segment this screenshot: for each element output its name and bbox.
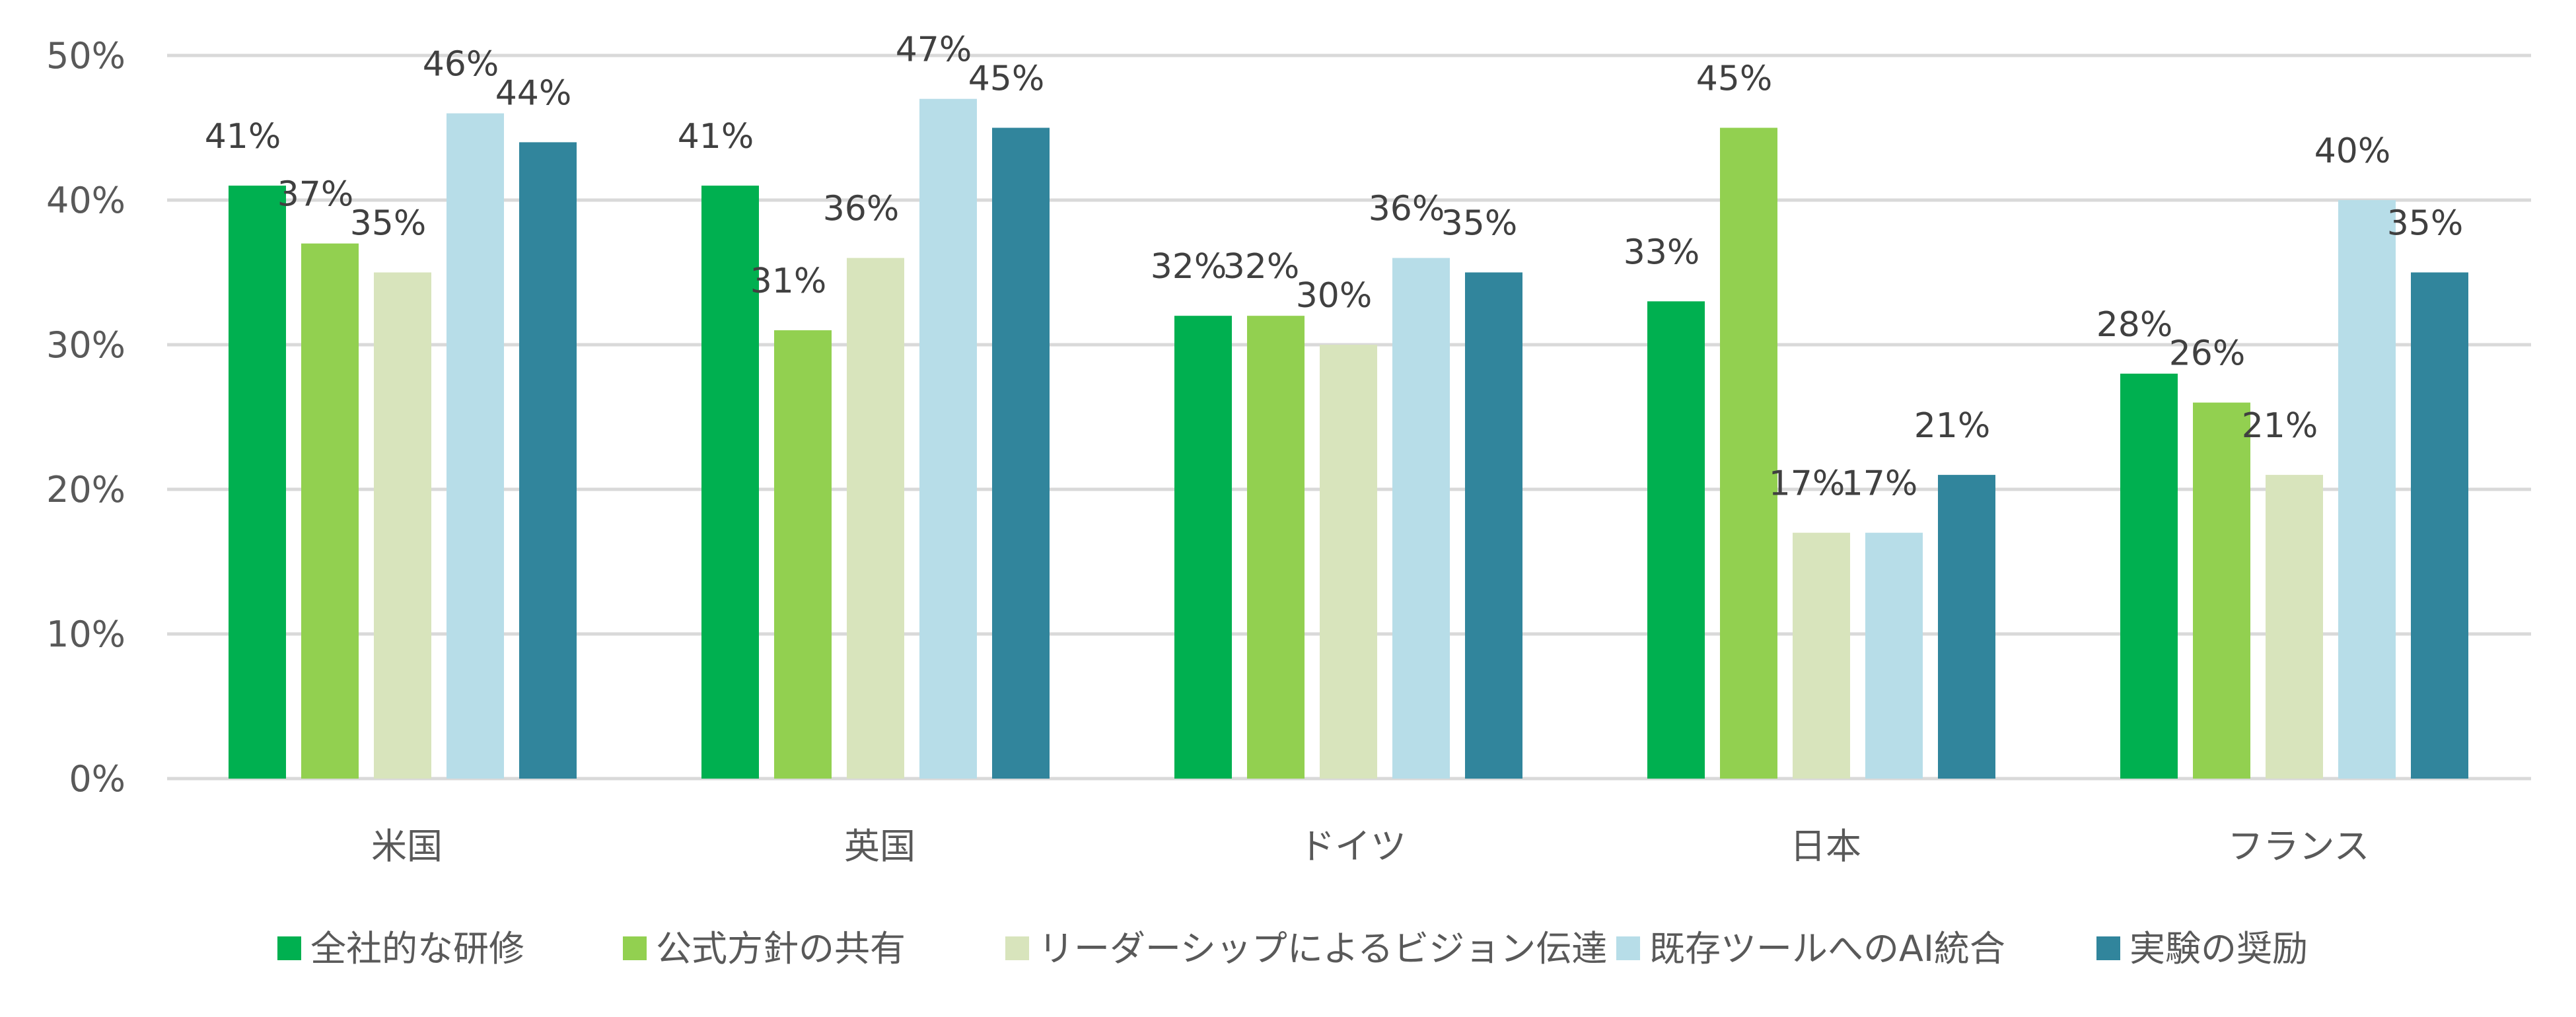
x-tick-label: 日本	[1790, 825, 1861, 867]
bar	[2338, 200, 2396, 779]
data-label: 46%	[423, 45, 499, 85]
legend-label: 既存ツールへのAI統合	[1649, 928, 2005, 969]
bar	[2120, 373, 2178, 779]
data-label: 28%	[2096, 305, 2173, 345]
data-label: 40%	[2314, 131, 2391, 171]
bar	[847, 258, 904, 779]
data-label: 47%	[896, 30, 972, 70]
legend-swatch	[1005, 936, 1029, 960]
data-label: 31%	[750, 262, 827, 301]
data-label: 33%	[1624, 232, 1700, 272]
bar	[1174, 316, 1232, 779]
y-tick-label: 30%	[46, 324, 125, 366]
data-label: 30%	[1296, 276, 1373, 316]
y-axis-ticks: 0% 10% 20% 30% 40% 50%	[46, 35, 125, 800]
bar	[1793, 532, 1850, 779]
x-tick-label: 英国	[844, 825, 915, 867]
bar	[992, 127, 1050, 779]
bar	[1247, 316, 1305, 779]
bar	[519, 142, 577, 779]
data-label: 37%	[277, 175, 354, 215]
data-label: 36%	[823, 190, 900, 229]
data-label: 36%	[1369, 190, 1445, 229]
legend-swatch	[2096, 936, 2120, 960]
bar	[2193, 402, 2250, 779]
bar	[1465, 272, 1522, 779]
legend-label: リーダーシップによるビジョン伝達	[1038, 928, 1607, 969]
data-label: 35%	[350, 204, 427, 244]
bar	[1720, 127, 1777, 779]
bar	[1938, 475, 1995, 779]
data-label: 21%	[2242, 406, 2318, 446]
data-label: 41%	[678, 117, 754, 157]
data-label: 35%	[2387, 204, 2464, 244]
y-tick-label: 50%	[46, 35, 125, 77]
bar	[1392, 258, 1450, 779]
data-label: 17%	[1842, 464, 1918, 504]
x-tick-label: ドイツ	[1299, 825, 1406, 867]
legend-swatch	[1616, 936, 1640, 960]
legend-label: 全社的な研修	[310, 928, 524, 969]
data-labels: 41% 41%32% 33%28%37%31% 32%45%26%35% 36%30%1…	[205, 30, 2464, 504]
legend-label: 実験の奨励	[2129, 928, 2308, 969]
x-tick-label: フランス	[2228, 825, 2370, 867]
legend-item: 全社的な研修	[277, 928, 524, 969]
data-label: 45%	[1696, 59, 1773, 99]
data-label: 44%	[495, 73, 572, 113]
bar	[1320, 345, 1377, 779]
bar	[229, 186, 286, 779]
legend-swatch	[623, 936, 647, 960]
bar	[2411, 272, 2468, 779]
bar	[701, 186, 759, 779]
legend-item: 公式方針の共有	[623, 928, 906, 969]
data-label: 21%	[1914, 406, 1991, 446]
bar	[774, 330, 832, 779]
bar	[447, 113, 504, 779]
legend: 全社的な研修 公式方針の共有 リーダーシップによるビジョン伝達 既存ツールへのAI統合…	[277, 928, 2308, 969]
legend-label: 公式方針の共有	[656, 928, 906, 969]
legend-swatch	[277, 936, 301, 960]
data-label: 45%	[968, 59, 1045, 99]
data-label: 17%	[1769, 464, 1845, 504]
y-tick-label: 20%	[46, 469, 125, 510]
data-label: 26%	[2169, 334, 2246, 374]
y-tick-label: 10%	[46, 614, 125, 655]
legend-item: リーダーシップによるビジョン伝達	[1005, 928, 1607, 969]
legend-item: 実験の奨励	[2096, 928, 2308, 969]
data-label: 35%	[1441, 204, 1518, 244]
bars	[229, 98, 2468, 779]
bar	[301, 243, 359, 779]
bar	[1647, 301, 1705, 779]
y-tick-label: 0%	[69, 758, 125, 800]
y-tick-label: 40%	[46, 180, 125, 221]
data-label: 41%	[205, 117, 281, 157]
legend-item: 既存ツールへのAI統合	[1616, 928, 2005, 969]
data-label: 32%	[1223, 247, 1300, 287]
bar	[374, 272, 431, 779]
bar	[919, 98, 977, 779]
x-axis-ticks: 米国 英国 ドイツ 日本 フランス	[371, 825, 2369, 867]
x-tick-label: 米国	[371, 825, 443, 867]
data-label: 32%	[1151, 247, 1227, 287]
bar	[1865, 532, 1923, 779]
bar	[2266, 475, 2323, 779]
